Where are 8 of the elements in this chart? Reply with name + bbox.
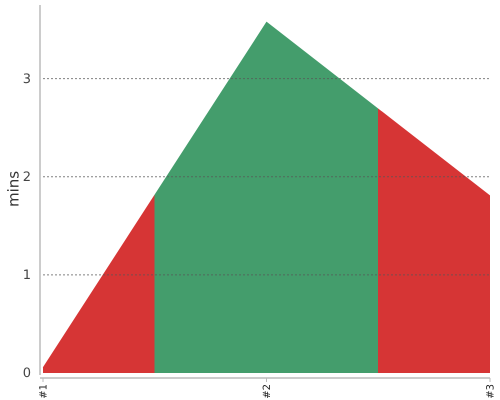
- y-tick-label: 2: [22, 170, 31, 185]
- x-tick-label: #1: [38, 384, 50, 399]
- x-tick-label: #3: [486, 384, 496, 399]
- y-tick-label: 1: [22, 268, 31, 284]
- y-tick-label: 3: [22, 72, 31, 87]
- x-tick-label: #2: [262, 384, 273, 399]
- y-tick-label: 0: [22, 366, 31, 382]
- y-axis-title: mins: [4, 170, 22, 208]
